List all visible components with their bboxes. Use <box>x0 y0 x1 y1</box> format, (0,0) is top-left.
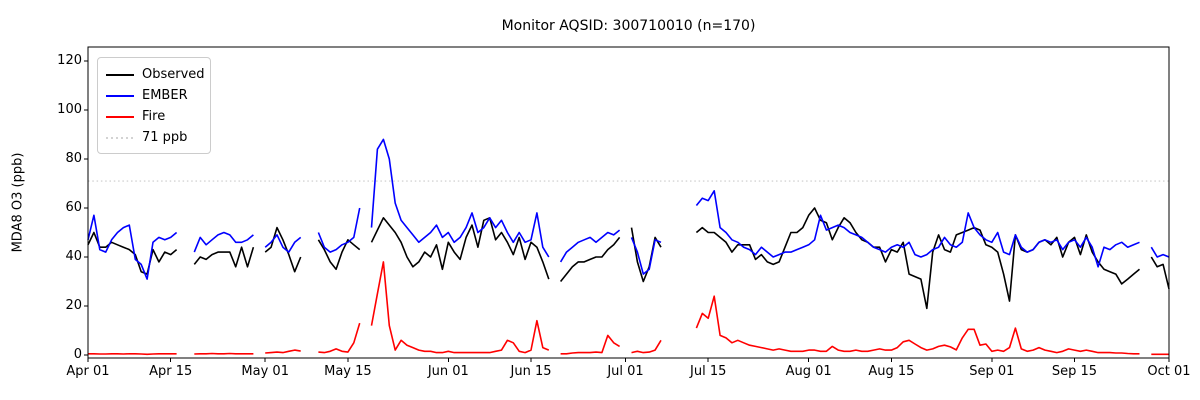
series-line-ember <box>87 138 1170 280</box>
legend-label-observed: Observed <box>142 67 205 82</box>
x-tick-label: Apr 01 <box>66 364 110 379</box>
y-tick-label: 0 <box>73 347 82 362</box>
y-tick-label: 20 <box>65 298 82 313</box>
y-tick-label: 40 <box>65 249 82 264</box>
threshold-line-swatch <box>106 136 134 139</box>
x-tick-label: May 15 <box>324 364 372 379</box>
x-tick-label: Jun 01 <box>427 364 469 379</box>
legend-label-ember: EMBER <box>142 88 188 103</box>
x-tick-label: May 01 <box>241 364 289 379</box>
x-tick-label: Sep 01 <box>969 364 1015 379</box>
series-line-observed <box>87 207 1170 310</box>
observed-line-swatch <box>106 73 134 76</box>
ember-line-swatch <box>106 94 134 97</box>
x-tick-label: Jun 15 <box>510 364 552 379</box>
x-tick-label: Sep 15 <box>1051 364 1098 379</box>
x-tick-label: Oct 01 <box>1147 364 1191 379</box>
legend-label-fire: Fire <box>142 109 166 124</box>
x-tick-label: Jul 15 <box>690 364 727 379</box>
legend-item-observed: Observed <box>106 64 205 85</box>
x-tick-label: Aug 01 <box>785 364 832 379</box>
y-tick-label: 120 <box>57 53 82 68</box>
legend: Observed EMBER Fire 71 ppb <box>97 57 211 154</box>
legend-item-threshold: 71 ppb <box>106 127 202 148</box>
legend-item-fire: Fire <box>106 106 202 127</box>
chart-title: Monitor AQSID: 300710010 (n=170) <box>501 18 756 34</box>
x-tick-label: Apr 15 <box>149 364 193 379</box>
axes-box <box>87 46 1170 359</box>
legend-label-threshold: 71 ppb <box>142 130 188 145</box>
x-tick-label: Jul 01 <box>607 364 644 379</box>
y-tick-label: 80 <box>65 151 82 166</box>
y-tick-label: 100 <box>57 102 82 117</box>
x-tick-label: Aug 15 <box>868 364 915 379</box>
y-tick-label: 60 <box>65 200 82 215</box>
y-axis-label: MDA8 O3 (ppb) <box>10 152 26 253</box>
legend-item-ember: EMBER <box>106 85 202 106</box>
fire-line-swatch <box>106 115 134 118</box>
series-line-fire <box>88 261 1169 356</box>
